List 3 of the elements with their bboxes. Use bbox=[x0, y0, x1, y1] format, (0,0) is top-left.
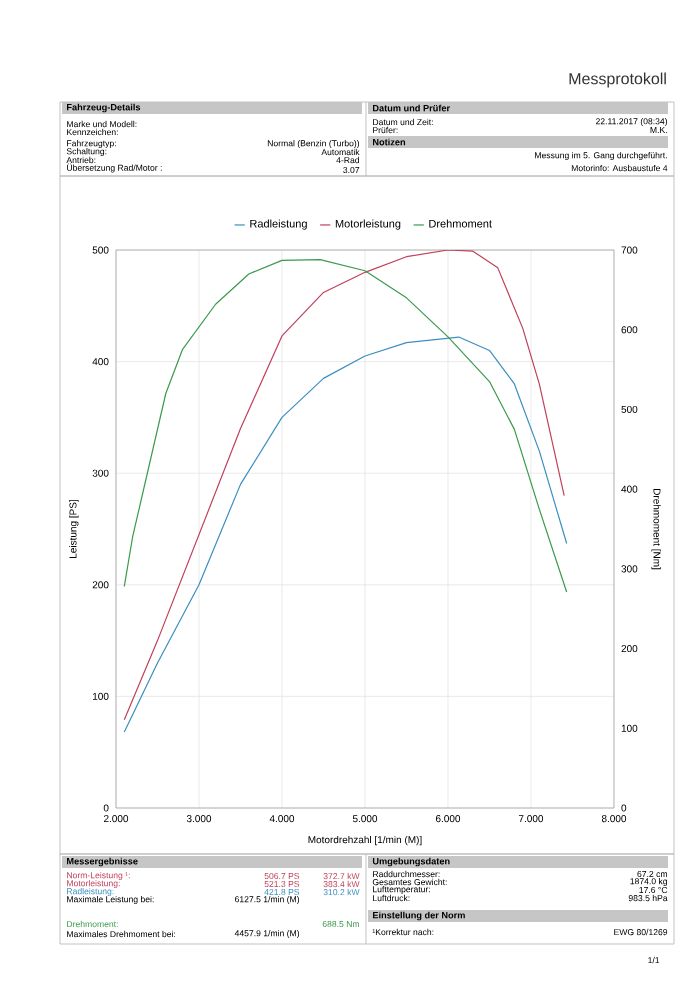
line-series bbox=[123, 258, 568, 593]
line-series bbox=[123, 336, 568, 733]
chart-title: Messprotokoll bbox=[569, 72, 666, 88]
